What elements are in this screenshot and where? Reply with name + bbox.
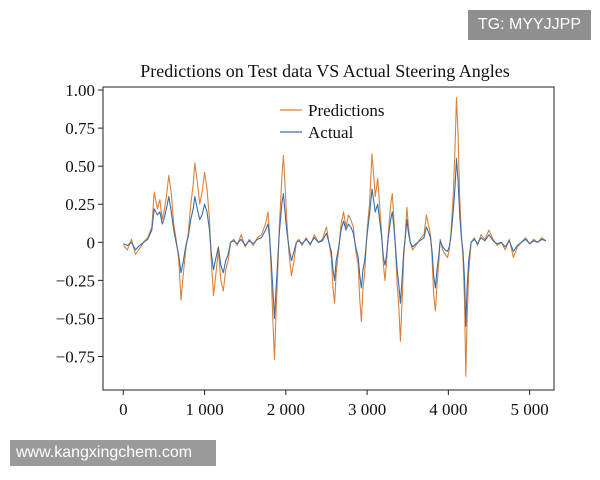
series-layer — [122, 97, 547, 377]
plot-frame — [102, 86, 555, 391]
x-tick-label: 5 000 — [510, 400, 548, 419]
x-tick-label: 0 — [119, 400, 128, 419]
watermark-website: www.kangxingchem.com — [10, 440, 217, 466]
y-tick-label: 0.75 — [65, 119, 95, 138]
series-line-actual — [123, 158, 547, 327]
x-tick-label: 1 000 — [185, 400, 223, 419]
y-tick-label: −0.75 — [56, 348, 95, 367]
y-axis: 1.00 0.75 0.50 0.25 0 −0.25 −0.50 −0.75 — [56, 81, 103, 367]
legend-label-predictions: Predictions — [308, 101, 385, 120]
x-tick-label: 4 000 — [429, 400, 467, 419]
y-tick-label: 0.25 — [65, 195, 95, 214]
legend-label-actual: Actual — [308, 123, 354, 142]
y-tick-label: −0.25 — [56, 271, 95, 290]
x-axis: 0 1 000 2 000 3 000 4 000 5 000 — [119, 390, 549, 419]
y-tick-label: 0 — [87, 233, 96, 252]
chart-title: Predictions on Test data VS Actual Steer… — [140, 61, 510, 81]
y-tick-label: −0.50 — [56, 309, 95, 328]
watermark-telegram: TG: MYYJJPP — [467, 10, 591, 40]
legend: Predictions Actual — [280, 101, 385, 142]
x-tick-label: 2 000 — [267, 400, 305, 419]
y-tick-label: 1.00 — [65, 81, 95, 100]
y-tick-label: 0.50 — [65, 157, 95, 176]
series-line-predictions — [122, 97, 547, 377]
x-tick-label: 3 000 — [348, 400, 386, 419]
